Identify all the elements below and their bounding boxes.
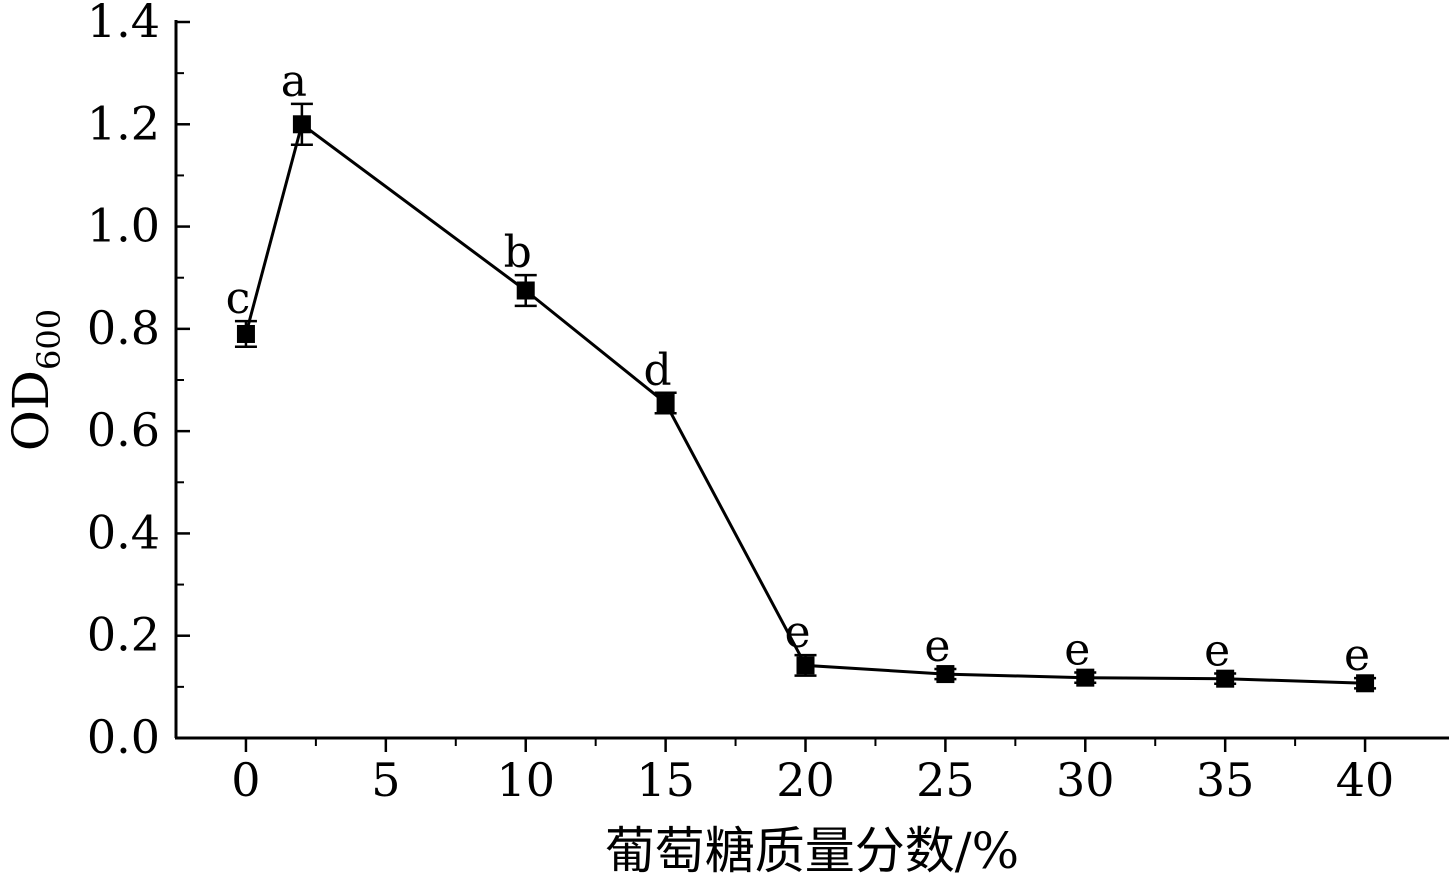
significance-label: c — [226, 273, 251, 324]
point-marker — [796, 656, 815, 675]
data-point: e — [784, 607, 817, 677]
significance-label: e — [1064, 625, 1090, 676]
x-tick-label: 25 — [916, 753, 975, 807]
y-tick-label: 0.6 — [87, 403, 160, 457]
x-axis-title: 葡萄糖质量分数/% — [605, 822, 1019, 880]
x-tick-label: 35 — [1196, 753, 1255, 807]
significance-label: b — [504, 227, 532, 278]
data-point: b — [504, 227, 537, 308]
point-marker — [936, 665, 955, 684]
y-axis-title: OD600 — [2, 309, 68, 451]
data-point: e — [924, 621, 957, 684]
y-tick-label: 0.2 — [87, 608, 160, 662]
y-axis-title-main: OD — [2, 370, 60, 451]
data-point: e — [1064, 625, 1097, 687]
data-point: e — [1204, 626, 1237, 688]
point-marker — [656, 394, 675, 413]
point-marker — [516, 281, 535, 300]
significance-label: e — [1344, 630, 1370, 681]
y-tick-label: 1.4 — [87, 0, 160, 48]
y-tick-label: 1.0 — [87, 199, 160, 253]
series-line — [244, 121, 1366, 685]
x-tick-label: 10 — [496, 753, 555, 807]
y-tick-label: 0.8 — [87, 301, 160, 355]
significance-label: d — [644, 345, 672, 396]
data-point: e — [1344, 630, 1377, 693]
x-tick-label: 30 — [1056, 753, 1115, 807]
plot-area: 0.0 0.2 0.4 0.6 0.8 1.0 1.2 1.4 0 5 10 15 20 25 30 35 40… — [87, 0, 1449, 807]
x-tick-label: 15 — [636, 753, 695, 807]
point-marker — [1356, 674, 1375, 693]
data-point: a — [281, 56, 313, 146]
data-point: d — [644, 345, 677, 415]
significance-label: e — [784, 607, 810, 658]
y-tick-label: 0.0 — [87, 710, 160, 764]
significance-label: e — [1204, 626, 1230, 677]
x-tick-label: 20 — [776, 753, 835, 807]
x-tick-label: 0 — [231, 753, 260, 807]
significance-label: e — [924, 621, 950, 672]
x-tick-label: 40 — [1336, 753, 1395, 807]
point-marker — [1076, 668, 1095, 687]
data-point: c — [226, 273, 257, 349]
point-marker — [292, 115, 311, 134]
x-tick-label: 5 — [371, 753, 400, 807]
y-tick-label: 0.4 — [87, 505, 160, 559]
y-axis-title-subscript: 600 — [30, 309, 68, 370]
y-tick-label: 1.2 — [87, 96, 160, 150]
point-marker — [236, 324, 255, 343]
svg-text:OD600: OD600 — [2, 309, 68, 451]
point-marker — [1216, 669, 1235, 688]
significance-label: a — [281, 56, 307, 107]
